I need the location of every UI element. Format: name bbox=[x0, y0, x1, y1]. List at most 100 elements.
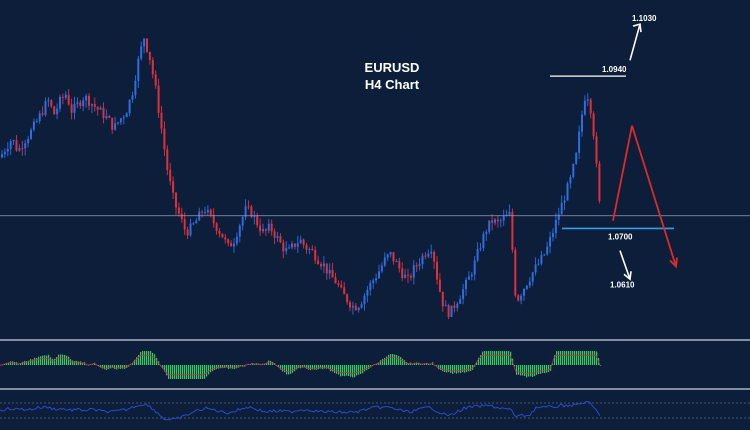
candle-body bbox=[424, 255, 427, 257]
candle-body bbox=[325, 263, 328, 274]
candle-body bbox=[47, 100, 50, 102]
macd-bar bbox=[80, 361, 82, 365]
candle-body bbox=[302, 239, 305, 245]
candle-body bbox=[88, 95, 90, 106]
macd-bar bbox=[60, 354, 62, 365]
macd-bar bbox=[208, 365, 210, 375]
label-1-1030: 1.1030 bbox=[632, 14, 657, 23]
macd-bar bbox=[402, 358, 404, 365]
macd-bar bbox=[534, 365, 536, 377]
macd-bar bbox=[396, 354, 398, 365]
candle-body bbox=[311, 248, 314, 251]
macd-bar bbox=[152, 352, 154, 365]
candle-body bbox=[525, 285, 528, 289]
macd-bar bbox=[486, 351, 488, 365]
macd-bar bbox=[482, 351, 484, 365]
macd-bar bbox=[520, 365, 522, 376]
candle-body bbox=[18, 148, 21, 151]
candle-body bbox=[386, 254, 389, 258]
macd-bar bbox=[212, 365, 214, 372]
macd-bar bbox=[172, 365, 174, 379]
macd-bar bbox=[280, 365, 282, 370]
macd-bar bbox=[188, 365, 190, 379]
candle-body bbox=[221, 233, 224, 238]
arrow-up-white bbox=[629, 23, 641, 61]
macd-bar bbox=[460, 365, 462, 374]
macd-bar bbox=[110, 365, 112, 369]
macd-bar bbox=[558, 351, 560, 365]
arrowhead-down-white bbox=[623, 271, 632, 281]
candle-body bbox=[151, 60, 154, 75]
candle-body bbox=[575, 152, 578, 164]
macd-bar bbox=[12, 361, 14, 365]
candlestick-series bbox=[1, 38, 601, 320]
macd-bar bbox=[118, 365, 120, 369]
macd-signal-line bbox=[0, 354, 601, 376]
macd-bar bbox=[510, 351, 512, 365]
candle-body bbox=[250, 206, 253, 218]
macd-bar bbox=[430, 364, 432, 365]
macd-bar bbox=[108, 365, 110, 370]
macd-bar bbox=[494, 351, 496, 365]
candle-body bbox=[351, 305, 354, 308]
candle-body bbox=[369, 282, 372, 290]
candle-body bbox=[259, 225, 262, 232]
macd-bar bbox=[166, 365, 168, 376]
macd-bar bbox=[408, 363, 410, 365]
candle-body bbox=[317, 260, 320, 265]
candle-body bbox=[389, 252, 392, 255]
candle-body bbox=[119, 118, 122, 123]
candle-body bbox=[38, 113, 41, 122]
candle-body bbox=[183, 219, 186, 230]
candle-body bbox=[534, 264, 537, 273]
candle-body bbox=[363, 295, 366, 305]
macd-bar bbox=[386, 356, 388, 365]
candle-body bbox=[67, 94, 70, 105]
macd-bar bbox=[106, 365, 108, 370]
candle-body bbox=[441, 291, 444, 307]
macd-bar bbox=[348, 365, 350, 377]
candle-body bbox=[308, 248, 311, 250]
macd-bar bbox=[504, 351, 506, 365]
candle-body bbox=[122, 117, 125, 119]
candle-body bbox=[380, 265, 383, 272]
macd-bar bbox=[538, 365, 540, 375]
macd-bar bbox=[98, 365, 100, 367]
macd-bar bbox=[290, 365, 292, 374]
macd-bar bbox=[424, 363, 426, 365]
candle-body bbox=[230, 243, 233, 247]
candle-body bbox=[15, 140, 18, 151]
macd-bar bbox=[218, 365, 220, 369]
candle-body bbox=[508, 211, 511, 215]
macd-bar bbox=[74, 361, 76, 365]
macd-bar bbox=[458, 365, 460, 373]
candle-body bbox=[392, 252, 395, 262]
macd-bar bbox=[56, 356, 58, 365]
macd-bar bbox=[34, 357, 36, 365]
candle-body bbox=[166, 149, 169, 170]
macd-bar bbox=[462, 365, 464, 373]
candle-body bbox=[314, 250, 317, 261]
candle-body bbox=[462, 289, 465, 300]
macd-bar bbox=[178, 365, 180, 379]
candle-body bbox=[224, 237, 227, 240]
candle-body bbox=[407, 274, 409, 276]
candle-body bbox=[546, 246, 549, 255]
candle-body bbox=[395, 261, 398, 263]
candle-body bbox=[3, 151, 6, 155]
macd-bar bbox=[174, 365, 176, 379]
candle-body bbox=[56, 108, 59, 115]
macd-bar bbox=[284, 365, 286, 373]
candle-body bbox=[418, 264, 421, 266]
candle-body bbox=[320, 264, 322, 267]
candle-body bbox=[169, 169, 172, 182]
macd-bar bbox=[390, 354, 392, 365]
projection-path-red bbox=[612, 125, 677, 267]
candle-body bbox=[114, 123, 117, 130]
candle-body bbox=[73, 103, 76, 113]
candle-body bbox=[125, 113, 128, 118]
candle-body bbox=[160, 112, 163, 129]
candle-body bbox=[346, 294, 349, 303]
macd-bar bbox=[164, 365, 166, 372]
candle-body bbox=[557, 214, 560, 220]
